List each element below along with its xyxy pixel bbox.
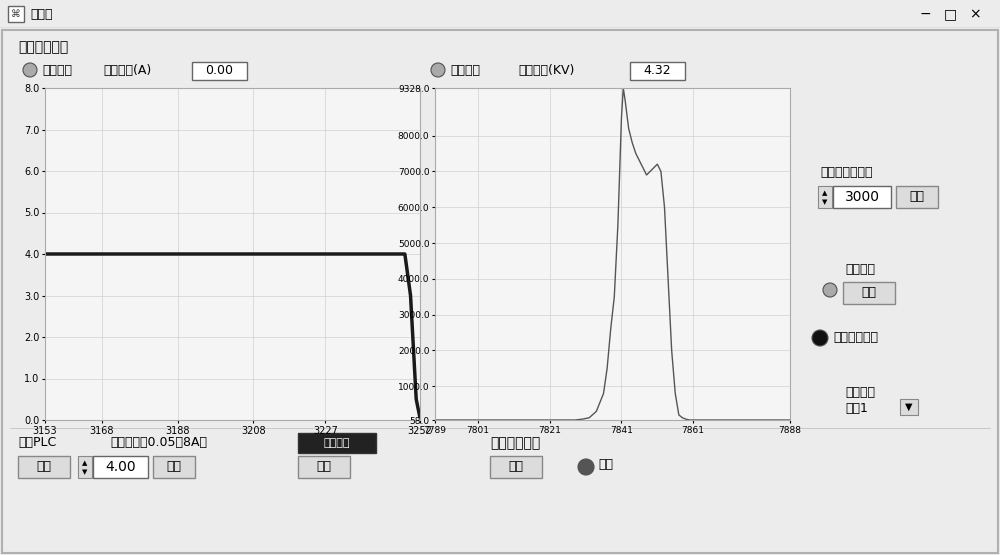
Text: 连接: 连接 — [36, 461, 52, 473]
Text: 关闭: 关闭 — [862, 286, 876, 300]
FancyBboxPatch shape — [896, 186, 938, 208]
Text: ▲: ▲ — [82, 460, 88, 466]
Text: −: − — [919, 7, 931, 21]
Text: 灯丝电流: 灯丝电流 — [42, 64, 72, 77]
Text: 4.32: 4.32 — [644, 64, 671, 78]
FancyBboxPatch shape — [192, 62, 247, 80]
Text: 通道选择: 通道选择 — [845, 386, 875, 399]
Text: ▼: ▼ — [822, 199, 828, 205]
FancyBboxPatch shape — [298, 433, 376, 453]
Text: 4.00: 4.00 — [105, 460, 136, 474]
Text: 确定: 确定 — [910, 190, 924, 204]
FancyBboxPatch shape — [8, 6, 24, 22]
Circle shape — [578, 459, 594, 475]
FancyBboxPatch shape — [900, 399, 918, 415]
Circle shape — [23, 63, 37, 77]
Text: 通道1: 通道1 — [845, 402, 868, 415]
Text: 过流: 过流 — [598, 458, 613, 471]
Circle shape — [823, 283, 837, 297]
FancyBboxPatch shape — [843, 282, 895, 304]
Text: 连接: 连接 — [509, 461, 524, 473]
Text: 镂泵电流: 镂泵电流 — [450, 64, 480, 77]
Text: ▼: ▼ — [82, 469, 88, 475]
Text: 灯丝电流监控: 灯丝电流监控 — [18, 40, 68, 54]
Text: 上位机: 上位机 — [30, 8, 52, 21]
Text: 定时器指示灯: 定时器指示灯 — [833, 331, 878, 344]
Text: 断开: 断开 — [316, 461, 332, 473]
FancyBboxPatch shape — [18, 456, 70, 478]
Text: ⌘: ⌘ — [11, 9, 21, 19]
Circle shape — [431, 63, 445, 77]
FancyBboxPatch shape — [93, 456, 148, 478]
FancyBboxPatch shape — [298, 456, 350, 478]
Text: ×: × — [969, 7, 981, 21]
Text: 连接镂泵电源: 连接镂泵电源 — [490, 436, 540, 450]
FancyBboxPatch shape — [630, 62, 685, 80]
Text: 3000: 3000 — [844, 190, 880, 204]
Text: ▼: ▼ — [905, 402, 913, 412]
Text: 灯丝电流(A): 灯丝电流(A) — [103, 64, 151, 77]
FancyBboxPatch shape — [490, 456, 542, 478]
Circle shape — [812, 330, 828, 346]
Text: 关闭电流: 关闭电流 — [324, 438, 350, 448]
Text: 连接PLC: 连接PLC — [18, 436, 56, 449]
FancyBboxPatch shape — [833, 186, 891, 208]
FancyBboxPatch shape — [818, 186, 832, 208]
Text: □: □ — [943, 7, 957, 21]
Text: 0.00: 0.00 — [206, 64, 234, 78]
Text: 镂泵电压(KV): 镂泵电压(KV) — [518, 64, 574, 77]
Text: 镂泵电流安全值: 镂泵电流安全值 — [820, 166, 872, 179]
Text: ▲: ▲ — [822, 190, 828, 196]
Text: 目标电流（0.05～8A）: 目标电流（0.05～8A） — [110, 436, 207, 449]
Text: 确定: 确定 — [166, 461, 182, 473]
FancyBboxPatch shape — [153, 456, 195, 478]
Text: 存储数据: 存储数据 — [845, 263, 875, 276]
FancyBboxPatch shape — [78, 456, 92, 478]
